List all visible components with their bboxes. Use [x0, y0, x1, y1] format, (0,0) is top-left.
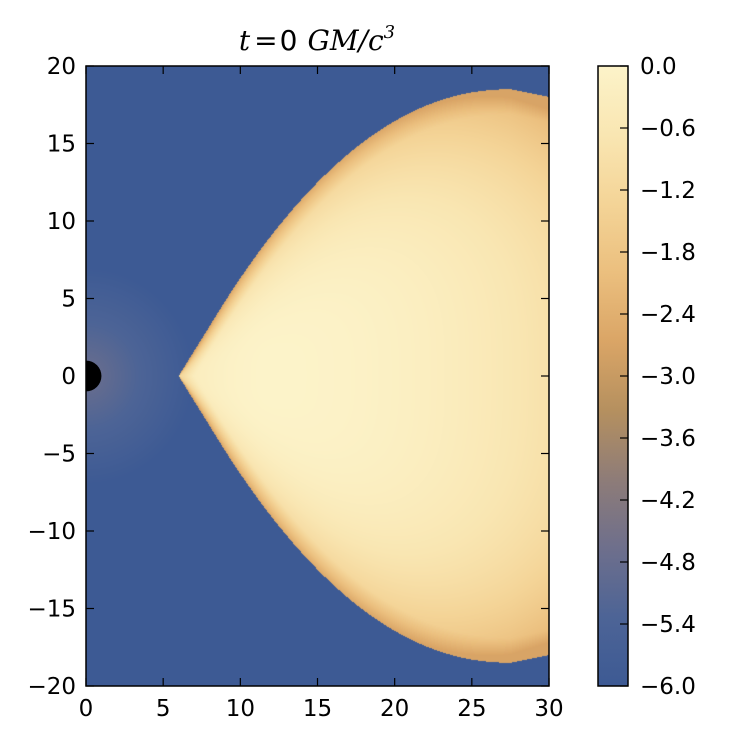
colorbar-tick-label: −6.0 — [640, 674, 696, 700]
x-tick-label: 0 — [79, 696, 94, 722]
title-value: 0 — [280, 24, 298, 57]
colorbar-tick-label: 0.0 — [640, 54, 677, 80]
x-axis: 0 5 10 15 20 25 30 — [79, 66, 564, 722]
colorbar-tick-label: −4.2 — [640, 488, 696, 514]
colorbar-tick-label: −0.6 — [640, 116, 696, 142]
x-tick-label: 25 — [457, 696, 486, 722]
y-tick-label: 0 — [61, 364, 76, 390]
y-tick-label: 5 — [61, 287, 76, 313]
heatmap-image — [86, 66, 549, 686]
y-tick-label: −20 — [27, 674, 76, 700]
y-tick-label: 15 — [47, 132, 76, 158]
colorbar-tick-label: −1.2 — [640, 178, 696, 204]
chart-title: t =0 GM/c3 — [239, 22, 395, 57]
colorbar-tick-label: −3.6 — [640, 426, 696, 452]
colorbar-axis: 0.0 −0.6 −1.2 −1.8 −2.4 −3.0 −3.6 −4.2 −4.8 −5.4 −… — [620, 54, 696, 700]
y-tick-label: 20 — [47, 54, 76, 80]
x-tick-label: 30 — [534, 696, 563, 722]
x-tick-label: 5 — [156, 696, 171, 722]
title-units: GM/c — [307, 24, 383, 57]
title-equals: = — [254, 24, 277, 57]
colorbar-tick-label: −4.8 — [640, 550, 696, 576]
y-axis: 20 15 10 5 0 −5 −10 −15 −20 — [27, 54, 549, 700]
colorbar-tick-label: −2.4 — [640, 302, 696, 328]
colorbar-tick-label: −1.8 — [640, 240, 696, 266]
y-tick-label: −10 — [27, 519, 76, 545]
colorbar-tick-label: −3.0 — [640, 364, 696, 390]
title-lhs: t — [239, 24, 251, 57]
colorbar-tick-label: −5.4 — [640, 612, 696, 638]
x-tick-label: 20 — [380, 696, 409, 722]
heatmap-area — [86, 66, 549, 686]
y-tick-label: −5 — [42, 442, 76, 468]
y-tick-label: 10 — [47, 209, 76, 235]
y-tick-label: −15 — [27, 597, 76, 623]
title-units-exponent: 3 — [384, 22, 395, 43]
x-tick-label: 10 — [226, 696, 255, 722]
x-tick-label: 15 — [303, 696, 332, 722]
